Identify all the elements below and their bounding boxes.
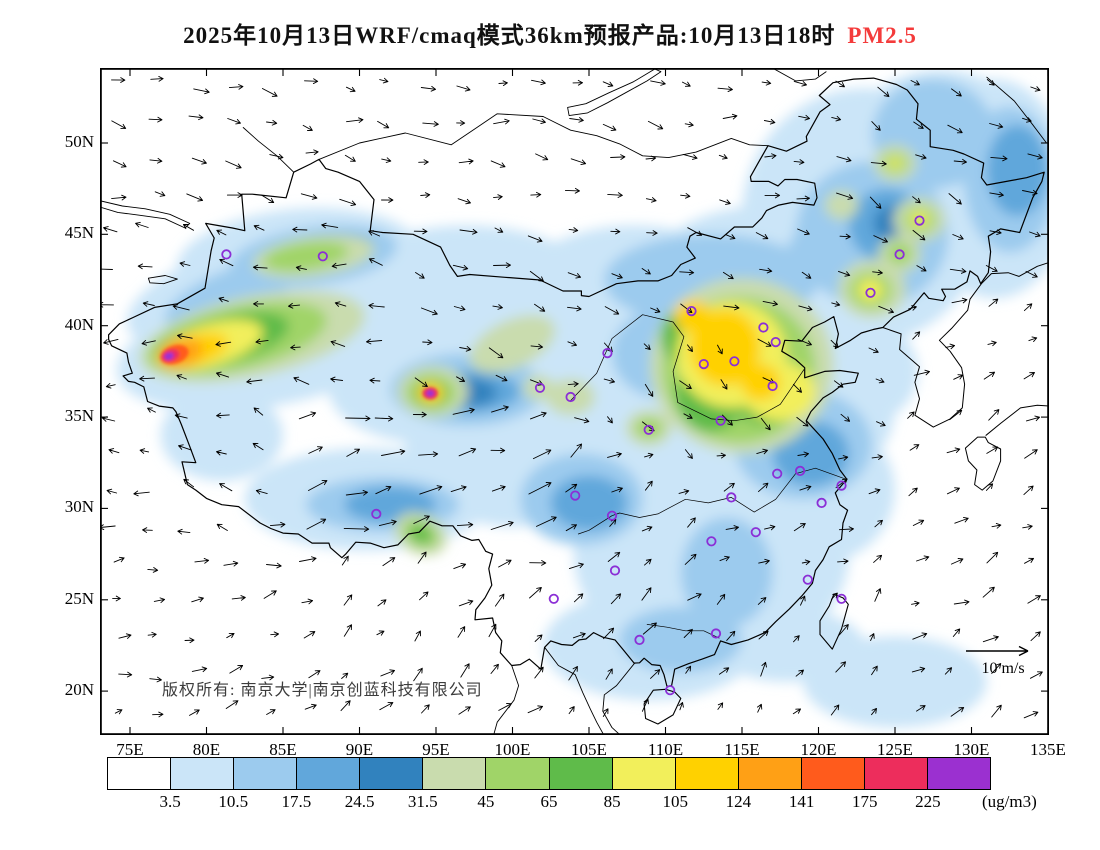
title-text: 2025年10月13日WRF/cmaq模式36km预报产品:10月13日18时: [183, 23, 836, 48]
lon-label: 100E: [494, 740, 531, 759]
kyushu-line: [964, 436, 1002, 491]
yellow-r-line: [570, 314, 805, 422]
colorbar-tick-label: 124: [725, 792, 752, 811]
hainan-line: [643, 688, 682, 725]
pm25-hotspots: [160, 344, 438, 400]
colorbar-cell: [108, 758, 172, 789]
ruscoast-line: [980, 261, 1049, 285]
colorbar-cell: [549, 758, 613, 789]
balkhash-line: [100, 200, 191, 229]
colorbar-tick-label: 225: [915, 792, 941, 811]
lon-label: 85E: [269, 740, 297, 759]
colorbar-cell: [171, 758, 235, 789]
colorbar-tick-label: 3.5: [159, 792, 181, 811]
lon-label: 135E: [1030, 740, 1066, 759]
colorbar-cell: [675, 758, 739, 789]
lat-label: 25N: [64, 588, 94, 608]
map-area: 版权所有: 南京大学|南京创蓝科技有限公司 10 m/s 50N 45N 40N 35…: [65, 68, 1066, 759]
lon-label: 130E: [953, 740, 990, 759]
colorbar-tick-label: 31.5: [407, 792, 438, 811]
wind-scale-label: 10 m/s: [981, 660, 1025, 677]
lon-label: 125E: [877, 740, 913, 759]
lon-label: 115E: [724, 740, 760, 759]
colorbar-tick-label: 105: [662, 792, 689, 811]
colorbar-tick-label: 175: [851, 792, 878, 811]
mongru-line: [318, 113, 769, 160]
colorbar-cell: [801, 758, 865, 789]
colorbar-tick-label: 65: [540, 792, 558, 811]
lon-label: 80E: [192, 740, 221, 759]
laos-line: [544, 646, 605, 735]
china-line: [108, 77, 1045, 688]
colorbar-cell: [297, 758, 361, 789]
baikal-line: [567, 68, 662, 117]
colorbar-tick-label: 85: [603, 792, 621, 811]
lon-label: 120E: [800, 740, 837, 759]
colorbar-labels: 3.5 10.5 17.5 24.5 31.5 45 65 85 105 124 141 175 225: [107, 792, 1067, 814]
lat-label: 45N: [64, 223, 94, 243]
colorbar-cell: [738, 758, 802, 789]
copyright-text: 版权所有: 南京大学|南京创蓝科技有限公司: [162, 682, 483, 699]
colorbar-cell: [486, 758, 550, 789]
colorbar-cell: [928, 758, 991, 789]
amur-line: [772, 68, 827, 82]
korea-line: [882, 283, 982, 428]
lat-label: 40N: [64, 314, 94, 334]
lon-label: 110E: [647, 740, 684, 759]
colorbar-tick-label: 141: [788, 792, 815, 811]
thai-line: [493, 665, 520, 735]
colorbar-tick-label: 24.5: [344, 792, 375, 811]
lat-label: 30N: [64, 497, 94, 517]
colorbar-tick-label: 17.5: [281, 792, 312, 811]
station-markers: [221, 215, 925, 696]
colorbar-tick-label: 45: [477, 792, 495, 811]
colorbar-cell: [864, 758, 929, 789]
colorbar: [107, 757, 991, 790]
lat-label: 20N: [64, 680, 94, 700]
lon-label: 90E: [345, 740, 374, 759]
lon-label: 95E: [422, 740, 450, 759]
vietnam-line: [602, 662, 636, 735]
lon-label: 105E: [571, 740, 607, 759]
lat-label: 50N: [64, 132, 94, 151]
altai-line: [242, 127, 295, 173]
colorbar-cell: [360, 758, 424, 789]
fareast-line: [986, 76, 1047, 144]
lon-label: 75E: [116, 740, 144, 759]
lat-label: 35N: [64, 406, 94, 426]
pm25-field: [116, 69, 1049, 728]
yangtze-line: [577, 467, 847, 535]
colorbar-tick-label: 10.5: [218, 792, 249, 811]
honshu-line: [985, 404, 1049, 436]
issyk-line: [147, 275, 178, 285]
title-pollutant: PM2.5: [847, 23, 917, 48]
colorbar-unit: (ug/m3): [982, 792, 1037, 811]
forecast-map: [100, 68, 1049, 735]
colorbar-cell: [612, 758, 676, 789]
map-frame: [100, 68, 1049, 735]
pearl-line: [646, 624, 720, 639]
wind-vectors: [100, 75, 1043, 719]
wind-scale-arrow: [966, 645, 1029, 657]
colorbar-cell: [423, 758, 487, 789]
colorbar-cell: [234, 758, 298, 789]
page-title: 2025年10月13日WRF/cmaq模式36km预报产品:10月13日18时 P…: [0, 16, 1100, 50]
